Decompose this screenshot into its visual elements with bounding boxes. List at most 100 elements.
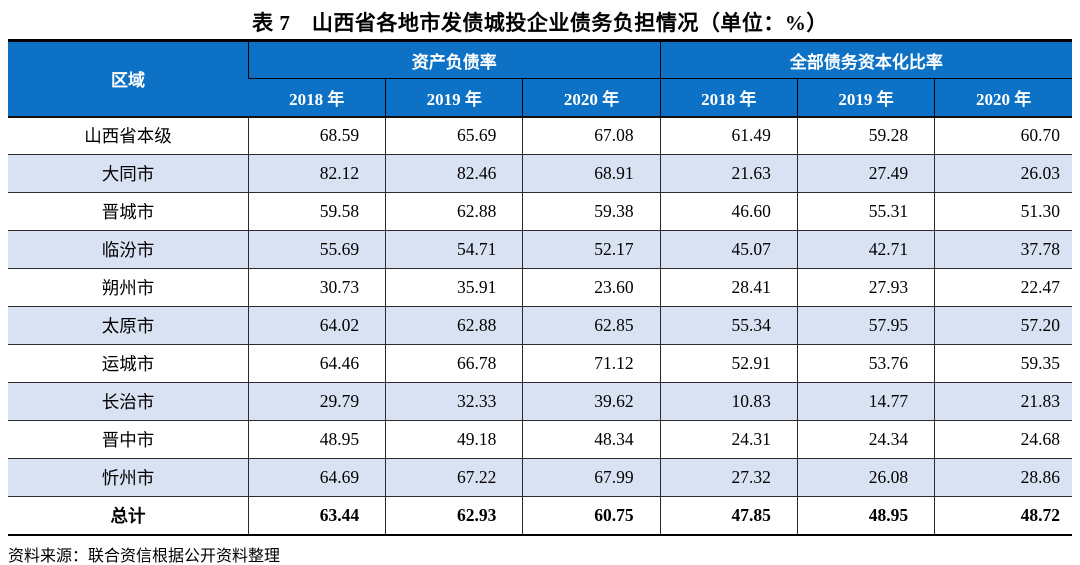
column-header-year-2020-assets: 2020 年 xyxy=(522,78,661,117)
table-row-total: 总计 63.44 62.93 60.75 47.85 48.95 48.72 xyxy=(8,496,1072,535)
region-cell: 晋中市 xyxy=(8,420,249,459)
value-cell: 53.76 xyxy=(796,344,935,383)
value-cell: 67.22 xyxy=(385,458,523,497)
table-row: 大同市 82.12 82.46 68.91 21.63 27.49 26.03 xyxy=(8,154,1072,193)
value-cell: 45.07 xyxy=(659,230,798,269)
value-cell: 64.46 xyxy=(247,344,386,383)
table-row: 长治市 29.79 32.33 39.62 10.83 14.77 21.83 xyxy=(8,382,1072,421)
header-group-row: 区域 资产负债率 全部债务资本化比率 xyxy=(8,40,1072,117)
region-cell: 太原市 xyxy=(8,306,249,345)
value-cell: 28.41 xyxy=(659,268,798,307)
value-cell: 48.72 xyxy=(934,496,1072,535)
value-cell: 26.08 xyxy=(796,458,935,497)
column-header-year-2019-assets: 2019 年 xyxy=(385,78,523,117)
table-header: 区域 资产负债率 全部债务资本化比率 2018 年 2019 年 2020 年 … xyxy=(8,40,1072,117)
value-cell: 62.85 xyxy=(522,306,661,345)
value-cell: 24.31 xyxy=(659,420,798,459)
value-cell: 82.46 xyxy=(385,154,523,193)
region-cell: 忻州市 xyxy=(8,458,249,497)
value-cell: 65.69 xyxy=(385,116,523,155)
value-cell: 55.34 xyxy=(659,306,798,345)
value-cell: 48.34 xyxy=(522,420,661,459)
value-cell: 64.69 xyxy=(247,458,386,497)
region-cell: 运城市 xyxy=(8,344,249,383)
region-cell: 山西省本级 xyxy=(8,116,249,155)
value-cell: 59.35 xyxy=(934,344,1072,383)
group-header-total-debt-capitalization-ratio: 全部债务资本化比率 xyxy=(659,40,1072,79)
table-row: 朔州市 30.73 35.91 23.60 28.41 27.93 22.47 xyxy=(8,268,1072,307)
value-cell: 52.17 xyxy=(522,230,661,269)
region-cell: 晋城市 xyxy=(8,192,249,231)
value-cell: 29.79 xyxy=(247,382,386,421)
value-cell: 27.49 xyxy=(796,154,935,193)
value-cell: 26.03 xyxy=(934,154,1072,193)
value-cell: 52.91 xyxy=(659,344,798,383)
value-cell: 62.88 xyxy=(385,306,523,345)
value-cell: 51.30 xyxy=(934,192,1072,231)
value-cell: 30.73 xyxy=(247,268,386,307)
value-cell: 60.70 xyxy=(934,116,1072,155)
region-cell: 长治市 xyxy=(8,382,249,421)
value-cell: 61.49 xyxy=(659,116,798,155)
value-cell: 59.58 xyxy=(247,192,386,231)
table-title: 表 7 山西省各地市发债城投企业债务负担情况（单位：%） xyxy=(252,11,828,35)
value-cell: 67.08 xyxy=(522,116,661,155)
value-cell: 10.83 xyxy=(659,382,798,421)
value-cell: 27.93 xyxy=(796,268,935,307)
value-cell: 71.12 xyxy=(522,344,661,383)
table-row: 山西省本级 68.59 65.69 67.08 61.49 59.28 60.70 xyxy=(8,116,1072,155)
region-cell: 临汾市 xyxy=(8,230,249,269)
value-cell: 62.88 xyxy=(385,192,523,231)
column-header-year-2020-debt: 2020 年 xyxy=(934,78,1072,117)
value-cell: 57.20 xyxy=(934,306,1072,345)
value-cell: 67.99 xyxy=(522,458,661,497)
value-cell: 42.71 xyxy=(796,230,935,269)
debt-burden-table: 区域 资产负债率 全部债务资本化比率 2018 年 2019 年 2020 年 … xyxy=(8,39,1072,536)
value-cell: 60.75 xyxy=(522,496,661,535)
value-cell: 32.33 xyxy=(385,382,523,421)
value-cell: 46.60 xyxy=(659,192,798,231)
value-cell: 48.95 xyxy=(247,420,386,459)
column-header-region: 区域 xyxy=(8,40,249,117)
value-cell: 27.32 xyxy=(659,458,798,497)
value-cell: 21.63 xyxy=(659,154,798,193)
value-cell: 66.78 xyxy=(385,344,523,383)
value-cell: 28.86 xyxy=(934,458,1072,497)
value-cell: 24.34 xyxy=(796,420,935,459)
region-cell: 大同市 xyxy=(8,154,249,193)
table-row: 临汾市 55.69 54.71 52.17 45.07 42.71 37.78 xyxy=(8,230,1072,269)
value-cell: 55.69 xyxy=(247,230,386,269)
value-cell: 62.93 xyxy=(385,496,523,535)
group-header-asset-liability-ratio: 资产负债率 xyxy=(247,40,661,79)
value-cell: 37.78 xyxy=(934,230,1072,269)
table-row: 太原市 64.02 62.88 62.85 55.34 57.95 57.20 xyxy=(8,306,1072,345)
table-row: 晋中市 48.95 49.18 48.34 24.31 24.34 24.68 xyxy=(8,420,1072,459)
value-cell: 64.02 xyxy=(247,306,386,345)
table-row: 忻州市 64.69 67.22 67.99 27.32 26.08 28.86 xyxy=(8,458,1072,497)
value-cell: 39.62 xyxy=(522,382,661,421)
value-cell: 82.12 xyxy=(247,154,386,193)
value-cell: 68.91 xyxy=(522,154,661,193)
value-cell: 68.59 xyxy=(247,116,386,155)
value-cell: 35.91 xyxy=(385,268,523,307)
region-cell: 总计 xyxy=(8,496,249,535)
value-cell: 59.28 xyxy=(796,116,935,155)
value-cell: 49.18 xyxy=(385,420,523,459)
value-cell: 57.95 xyxy=(796,306,935,345)
value-cell: 48.95 xyxy=(796,496,935,535)
table-row: 运城市 64.46 66.78 71.12 52.91 53.76 59.35 xyxy=(8,344,1072,383)
value-cell: 63.44 xyxy=(247,496,386,535)
value-cell: 14.77 xyxy=(796,382,935,421)
value-cell: 54.71 xyxy=(385,230,523,269)
value-cell: 22.47 xyxy=(934,268,1072,307)
column-header-year-2019-debt: 2019 年 xyxy=(796,78,935,117)
table-row: 晋城市 59.58 62.88 59.38 46.60 55.31 51.30 xyxy=(8,192,1072,231)
value-cell: 55.31 xyxy=(796,192,935,231)
value-cell: 23.60 xyxy=(522,268,661,307)
value-cell: 21.83 xyxy=(934,382,1072,421)
region-cell: 朔州市 xyxy=(8,268,249,307)
table-body: 山西省本级 68.59 65.69 67.08 61.49 59.28 60.70 大同市 82… xyxy=(8,116,1072,535)
source-note: 资料来源：联合资信根据公开资料整理 xyxy=(8,547,281,565)
column-header-year-2018-debt: 2018 年 xyxy=(659,78,798,117)
